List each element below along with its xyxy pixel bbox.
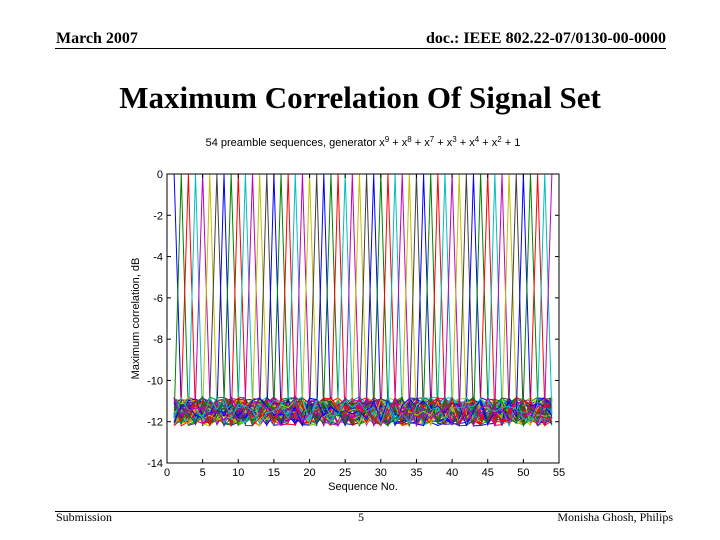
y-tick-label: -12 [147,417,163,429]
series-line-52 [173,173,553,427]
x-tick-label: 10 [232,467,244,479]
x-tick-label: 30 [375,467,387,479]
y-tick-label: -4 [153,252,163,264]
y-tick-label: -8 [153,334,163,346]
header-date: March 2007 [56,30,138,47]
chart-title: 54 preamble sequences, generator x9 + x8… [206,135,521,150]
header-doc-id: doc.: IEEE 802.22-07/0130-00-0000 [426,30,666,47]
chart-title-part: + x [389,137,408,149]
y-tick-label: -14 [147,458,163,470]
chart-title-part: + x [479,137,498,149]
correlation-chart: 0 5 10 15 20 25 30 35 40 45 50 55 0 -2 -4 -6 -8 -10 -12 -14… [130,135,565,494]
y-tick-label: -10 [147,375,163,387]
x-axis-label: Sequence No. [328,481,398,493]
x-tick-label: 55 [553,467,565,479]
footer-page-number: 5 [358,510,364,524]
y-tick-label: -6 [153,293,163,305]
slide-title: Maximum Correlation Of Signal Set [119,80,601,115]
footer-submission: Submission [56,510,113,524]
x-tick-label: 15 [268,467,280,479]
chart-title-exponent: 7 [430,135,435,144]
series-line-50 [173,173,553,427]
x-tick-label: 35 [410,467,422,479]
y-tick-label: -2 [153,210,163,222]
plot-frame [166,173,560,464]
header-rule [55,48,666,49]
chart-title-part: + 1 [502,137,521,149]
footer-rule [55,511,666,512]
chart-title-part: 54 preamble sequences, generator x [206,137,386,149]
y-tick-label: 0 [157,169,163,181]
x-tick-label: 40 [446,467,458,479]
footer-author: Monisha Ghosh, Philips [557,510,673,524]
chart-title-exponent: 9 [385,135,390,144]
chart-title-exponent: 8 [407,135,412,144]
series-line-54 [173,173,553,428]
y-axis-label: Maximum correlation, dB [130,258,142,380]
chart-title-part: + x [457,137,476,149]
x-tick-label: 20 [303,467,315,479]
chart-title-part: + x [434,137,453,149]
chart-title-part: + x [412,137,431,149]
x-tick-label: 0 [164,467,170,479]
x-tick-label: 25 [339,467,351,479]
chart-title-exponent: 3 [452,135,457,144]
x-tick-label: 45 [482,467,494,479]
x-tick-label: 5 [200,467,206,479]
x-tick-label: 50 [517,467,529,479]
chart-title-exponent: 4 [475,135,480,144]
chart-title-exponent: 2 [497,135,502,144]
